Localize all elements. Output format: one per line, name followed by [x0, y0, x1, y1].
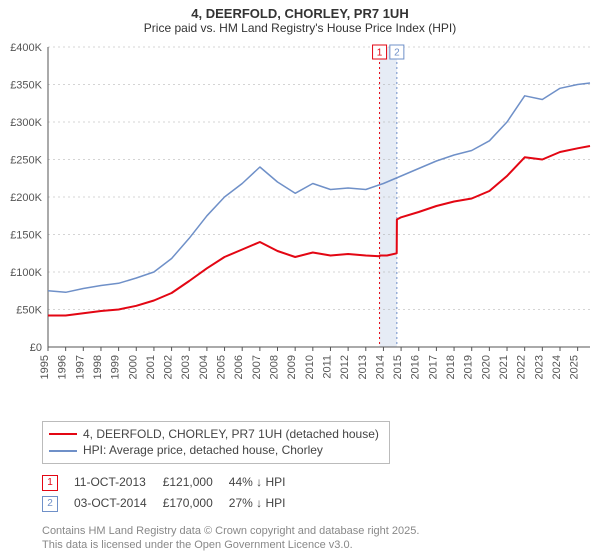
svg-text:2013: 2013 — [357, 355, 369, 379]
footnote-line: This data is licensed under the Open Gov… — [42, 538, 600, 552]
figure: 4, DEERFOLD, CHORLEY, PR7 1UH Price paid… — [0, 0, 600, 552]
svg-text:2016: 2016 — [410, 355, 422, 379]
svg-text:£0: £0 — [30, 342, 42, 354]
svg-text:2009: 2009 — [286, 355, 298, 379]
legend: 4, DEERFOLD, CHORLEY, PR7 1UH (detached … — [42, 421, 390, 464]
svg-text:2020: 2020 — [480, 355, 492, 379]
trade-marker-icon: 2 — [42, 496, 58, 512]
svg-text:2014: 2014 — [374, 355, 386, 379]
svg-text:2001: 2001 — [145, 355, 157, 379]
trade-price: £170,000 — [163, 493, 229, 514]
legend-label: 4, DEERFOLD, CHORLEY, PR7 1UH (detached … — [83, 427, 379, 441]
legend-item: 4, DEERFOLD, CHORLEY, PR7 1UH (detached … — [49, 426, 379, 442]
legend-label: HPI: Average price, detached house, Chor… — [83, 443, 323, 457]
svg-text:2025: 2025 — [569, 355, 581, 379]
svg-text:1: 1 — [377, 48, 383, 59]
svg-text:1995: 1995 — [39, 355, 51, 379]
svg-text:2007: 2007 — [251, 355, 263, 379]
svg-text:£350K: £350K — [10, 80, 42, 92]
svg-text:2024: 2024 — [551, 355, 563, 379]
svg-text:2005: 2005 — [216, 355, 228, 379]
svg-text:£200K: £200K — [10, 192, 42, 204]
trade-row: 1 11-OCT-2013 £121,000 44% ↓ HPI — [42, 472, 301, 493]
chart-svg: £0 £50K £100K £150K £200K £250K £300K £350K £400… — [0, 37, 600, 417]
svg-text:2021: 2021 — [498, 355, 510, 379]
svg-text:2008: 2008 — [269, 355, 281, 379]
svg-text:£150K: £150K — [10, 230, 42, 242]
svg-text:1999: 1999 — [110, 355, 122, 379]
legend-item: HPI: Average price, detached house, Chor… — [49, 442, 379, 458]
legend-swatch — [49, 450, 77, 452]
svg-text:1997: 1997 — [74, 355, 86, 379]
trade-date: 11-OCT-2013 — [74, 472, 163, 493]
svg-text:2012: 2012 — [339, 355, 351, 379]
svg-text:2002: 2002 — [163, 355, 175, 379]
svg-text:2010: 2010 — [304, 355, 316, 379]
svg-text:2018: 2018 — [445, 355, 457, 379]
svg-text:1998: 1998 — [92, 355, 104, 379]
title-address: 4, DEERFOLD, CHORLEY, PR7 1UH — [0, 6, 600, 21]
title-block: 4, DEERFOLD, CHORLEY, PR7 1UH Price paid… — [0, 0, 600, 37]
trade-row: 2 03-OCT-2014 £170,000 27% ↓ HPI — [42, 493, 301, 514]
svg-text:2011: 2011 — [321, 355, 333, 379]
svg-text:2019: 2019 — [463, 355, 475, 379]
svg-text:2000: 2000 — [127, 355, 139, 379]
svg-text:2023: 2023 — [533, 355, 545, 379]
trades-table: 1 11-OCT-2013 £121,000 44% ↓ HPI 2 03-OC… — [42, 472, 600, 514]
footnote: Contains HM Land Registry data © Crown c… — [42, 524, 600, 553]
svg-text:2003: 2003 — [180, 355, 192, 379]
trade-date: 03-OCT-2014 — [74, 493, 163, 514]
svg-text:£250K: £250K — [10, 155, 42, 167]
chart: £0 £50K £100K £150K £200K £250K £300K £350K £400… — [0, 37, 600, 417]
legend-swatch — [49, 433, 77, 435]
trade-marker-icon: 1 — [42, 475, 58, 491]
svg-text:1996: 1996 — [57, 355, 69, 379]
trade-delta: 27% ↓ HPI — [229, 493, 302, 514]
svg-text:2: 2 — [394, 48, 400, 59]
svg-text:2006: 2006 — [233, 355, 245, 379]
svg-text:£300K: £300K — [10, 117, 42, 129]
trade-delta: 44% ↓ HPI — [229, 472, 302, 493]
svg-text:£100K: £100K — [10, 267, 42, 279]
title-subtitle: Price paid vs. HM Land Registry's House … — [0, 21, 600, 35]
footnote-line: Contains HM Land Registry data © Crown c… — [42, 524, 600, 538]
svg-text:£400K: £400K — [10, 42, 42, 54]
trade-price: £121,000 — [163, 472, 229, 493]
svg-text:2022: 2022 — [516, 355, 528, 379]
svg-text:2004: 2004 — [198, 355, 210, 379]
svg-text:2017: 2017 — [427, 355, 439, 379]
svg-text:2015: 2015 — [392, 355, 404, 379]
svg-text:£50K: £50K — [16, 305, 42, 317]
